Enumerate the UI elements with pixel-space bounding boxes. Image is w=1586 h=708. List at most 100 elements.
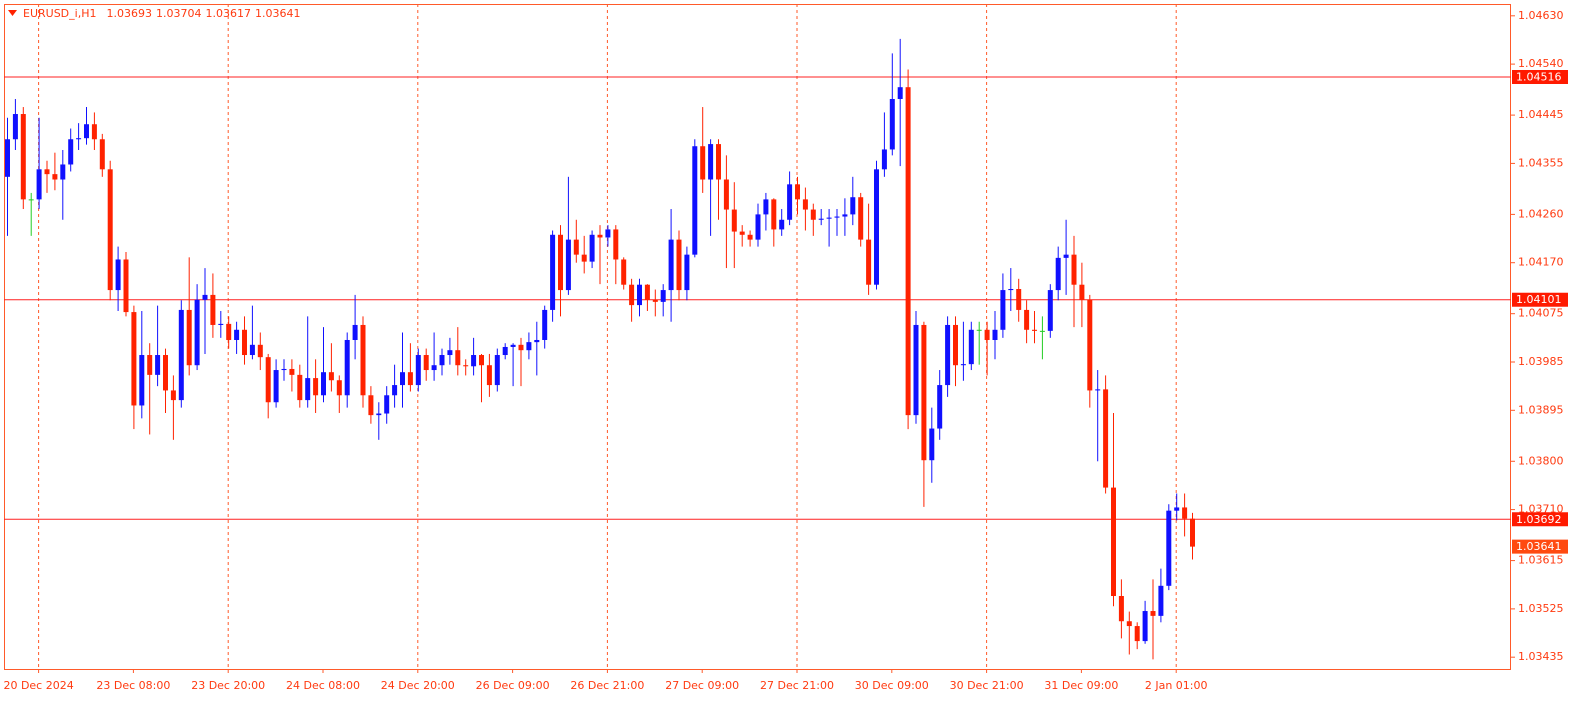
candle-body xyxy=(881,149,887,170)
candle-body xyxy=(668,239,674,291)
candle-body xyxy=(850,197,856,215)
candle-body xyxy=(36,169,42,200)
candle-body xyxy=(147,355,153,375)
candle-body xyxy=(1103,389,1109,488)
candle-body xyxy=(565,239,571,291)
ohlc-open: 1.03693 xyxy=(106,7,152,20)
x-tick-label: 23 Dec 20:00 xyxy=(191,679,265,692)
candle-body xyxy=(1134,626,1140,642)
candle-body xyxy=(810,209,816,220)
candle-body xyxy=(407,372,413,386)
candle-body xyxy=(352,324,358,340)
x-tick-label: 27 Dec 09:00 xyxy=(665,679,739,692)
candle-body xyxy=(415,355,421,386)
candle-body xyxy=(913,324,919,416)
candle-body xyxy=(186,309,192,366)
ohlc-close: 1.03641 xyxy=(255,7,301,20)
candle-body xyxy=(20,114,26,200)
x-tick-label: 24 Dec 20:00 xyxy=(381,679,455,692)
candle-body xyxy=(305,378,311,401)
candle-body xyxy=(818,218,824,220)
candle-body xyxy=(613,229,619,260)
candle-body xyxy=(708,144,714,180)
candle-body xyxy=(937,385,943,429)
candle-body xyxy=(115,259,121,291)
candle-body xyxy=(1142,611,1148,642)
x-tick-label: 23 Dec 08:00 xyxy=(96,679,170,692)
candle-body xyxy=(139,355,145,406)
candle-body xyxy=(1111,487,1116,597)
candle-body xyxy=(984,329,990,340)
candle-body xyxy=(431,365,437,371)
plot-frame xyxy=(4,4,1511,670)
x-tick-label: 31 Dec 09:00 xyxy=(1044,679,1118,692)
candle-body xyxy=(1158,585,1164,616)
candle-body xyxy=(534,339,540,343)
candle-body xyxy=(84,124,89,139)
candle-body xyxy=(968,329,974,365)
candle-body xyxy=(68,139,74,165)
x-tick-label: 20 Dec 2024 xyxy=(3,679,73,692)
ohlc-high: 1.03704 xyxy=(156,7,202,20)
candle-body xyxy=(652,299,658,302)
candle-body xyxy=(866,239,872,285)
candle-body xyxy=(629,284,635,306)
candle-body xyxy=(960,364,966,366)
candle-body xyxy=(297,374,303,401)
price-box-label: 1.04516 xyxy=(1516,70,1562,83)
x-tick-label: 26 Dec 21:00 xyxy=(570,679,644,692)
candle-body xyxy=(44,169,50,175)
collapse-icon[interactable] xyxy=(8,10,17,16)
y-tick-label: 1.03895 xyxy=(1518,403,1564,416)
candle-body xyxy=(1047,290,1053,331)
candle-body xyxy=(976,329,982,331)
candle-body xyxy=(558,234,563,291)
ohlc-low: 1.03617 xyxy=(205,7,251,20)
candle-body xyxy=(336,380,342,396)
candle-body xyxy=(123,259,129,313)
candle-body xyxy=(368,395,374,416)
price-box xyxy=(1512,512,1568,527)
candle-body xyxy=(76,138,82,140)
x-tick-label: 2 Jan 01:00 xyxy=(1145,679,1208,692)
candle-body xyxy=(589,234,595,262)
candle-body xyxy=(321,372,326,396)
candle-body xyxy=(1126,621,1132,627)
candle-body xyxy=(542,309,548,340)
candle-body xyxy=(344,339,350,396)
price-box-label: 1.04101 xyxy=(1516,293,1562,306)
candle-body xyxy=(99,139,105,170)
candle-body xyxy=(621,259,627,285)
x-tick-label: 27 Dec 21:00 xyxy=(760,679,834,692)
y-tick-label: 1.03615 xyxy=(1518,554,1564,567)
candle-body xyxy=(28,199,34,201)
candle-body xyxy=(1095,389,1101,391)
candle-body xyxy=(1071,254,1077,285)
candle-body xyxy=(676,239,682,291)
candle-body xyxy=(763,199,769,215)
candle-body xyxy=(597,234,603,238)
candle-body xyxy=(1190,518,1195,547)
candle-body xyxy=(60,164,66,180)
y-tick-label: 1.04540 xyxy=(1518,57,1564,70)
candle-body xyxy=(376,413,382,416)
candle-body xyxy=(439,355,445,366)
candle-body xyxy=(905,87,911,416)
candle-body xyxy=(755,214,761,240)
candle-body xyxy=(581,254,587,262)
candle-body xyxy=(1008,289,1014,291)
current-price-box xyxy=(1512,539,1568,554)
candle-body xyxy=(802,199,808,210)
candle-body xyxy=(787,184,793,220)
candle-body xyxy=(573,239,579,255)
candle-body xyxy=(5,139,10,177)
candle-body xyxy=(249,344,255,356)
candle-body xyxy=(605,229,611,238)
candle-body xyxy=(384,395,390,414)
candle-body xyxy=(257,344,263,358)
candle-body xyxy=(273,370,279,403)
chart-header: EURUSD_i,H1 1.03693 1.03704 1.03617 1.03641 xyxy=(23,7,300,20)
candle-body xyxy=(834,216,840,218)
y-tick-label: 1.04075 xyxy=(1518,307,1564,320)
